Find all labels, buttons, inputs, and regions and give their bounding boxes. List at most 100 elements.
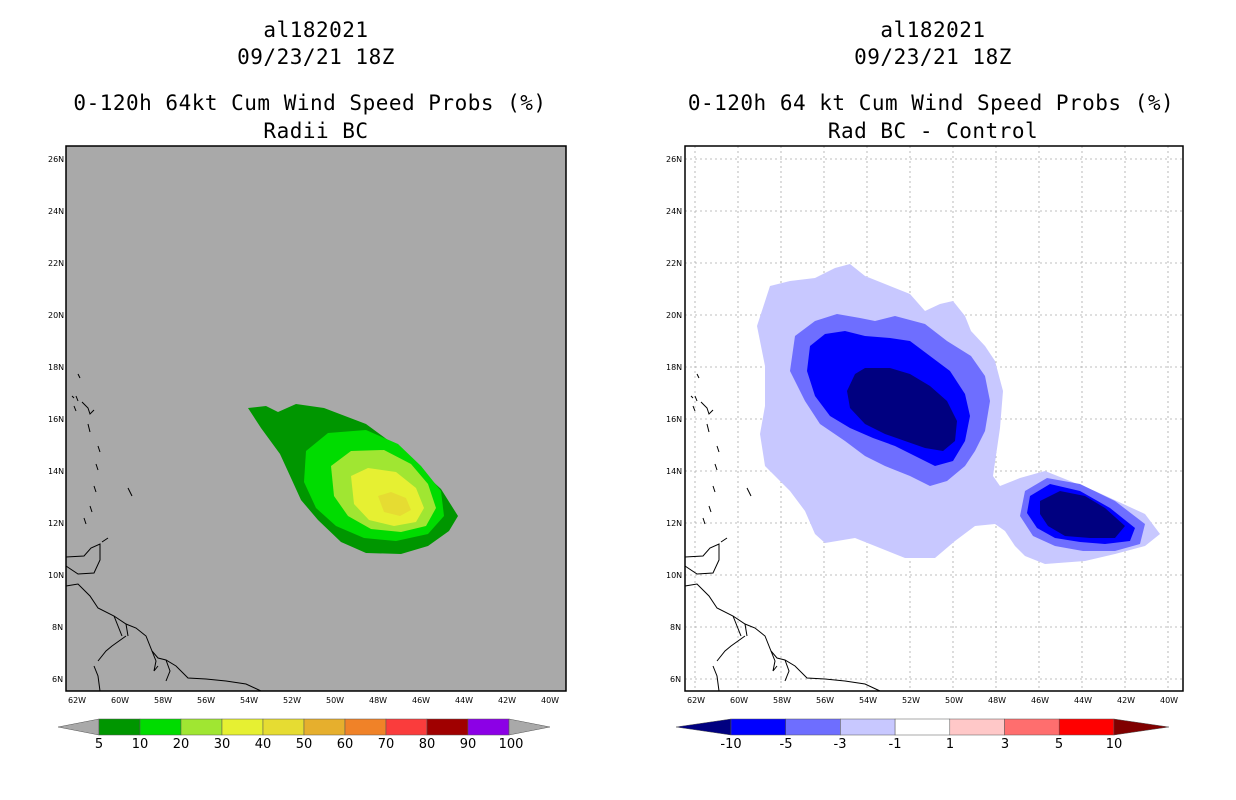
left-colorbar-label: 80 — [418, 737, 436, 752]
left-colorbar-label: 10 — [131, 737, 149, 752]
left-subtitle: Radii BC — [263, 119, 369, 143]
right-colorbar-label: 3 — [1000, 737, 1010, 752]
right-colorbar-end-high — [1113, 718, 1169, 736]
right-lat-label: 18N — [666, 363, 683, 372]
left-colorbar-segment — [426, 718, 469, 736]
right-lon-label: 40W — [1160, 696, 1179, 705]
left-colorbar-label: 30 — [213, 737, 231, 752]
left-lon-label: 50W — [326, 696, 345, 705]
right-lat-label: 16N — [666, 415, 683, 424]
left-lat-label: 22N — [48, 259, 65, 268]
right-lat-label: 12N — [666, 519, 683, 528]
contour-minus10 — [847, 368, 1125, 538]
right-colorbar-label: 5 — [1054, 737, 1064, 752]
right-lat-label: 24N — [666, 207, 683, 216]
left-colorbar-segment — [303, 718, 346, 736]
left-lat-label: 8N — [52, 623, 64, 632]
left-lon-label: 40W — [541, 696, 560, 705]
left-colorbar-segment — [385, 718, 428, 736]
left-lon-label: 56W — [197, 696, 216, 705]
right-lon-label: 48W — [988, 696, 1007, 705]
left-lat-label: 6N — [52, 675, 64, 684]
right-colorbar-segment — [785, 718, 841, 736]
left-lat-label: 16N — [48, 415, 65, 424]
right-colorbar-segment — [840, 718, 896, 736]
right-colorbar-label: 1 — [945, 737, 955, 752]
right-lon-label: 58W — [773, 696, 792, 705]
left-colorbar-label: 90 — [459, 737, 477, 752]
right-lat-label: 10N — [666, 571, 683, 580]
right-map — [684, 145, 1184, 692]
left-lon-label: 58W — [154, 696, 173, 705]
left-colorbar-segment — [139, 718, 182, 736]
right-colorbar-label: 10 — [1105, 737, 1123, 752]
right-lon-label: 62W — [687, 696, 706, 705]
right-lon-label: 54W — [859, 696, 878, 705]
left-lon-label: 60W — [111, 696, 130, 705]
left-lat-label: 24N — [48, 207, 65, 216]
left-storm-id: al182021 — [263, 18, 369, 42]
left-colorbar-segment — [262, 718, 305, 736]
right-lat-label: 6N — [670, 675, 682, 684]
left-lat-label: 14N — [48, 467, 65, 476]
left-lat-label: 18N — [48, 363, 65, 372]
right-diff-contours — [757, 264, 1160, 564]
right-colorbar-label: -10 — [720, 737, 742, 752]
left-lon-label: 54W — [240, 696, 259, 705]
right-subtitle: Rad BC - Control — [827, 119, 1039, 143]
right-lat-label: 8N — [670, 623, 682, 632]
right-colorbar-label: -3 — [833, 737, 847, 752]
right-datetime: 09/23/21 18Z — [854, 45, 1012, 69]
left-datetime: 09/23/21 18Z — [237, 45, 395, 69]
right-map-frame — [684, 145, 1184, 692]
left-lat-label: 20N — [48, 311, 65, 320]
left-prob-contours — [248, 404, 458, 554]
right-colorbar-segment — [949, 718, 1005, 736]
right-lon-label: 60W — [730, 696, 749, 705]
left-lat-label: 12N — [48, 519, 65, 528]
right-colorbar-label: -5 — [779, 737, 793, 752]
left-colorbar-label: 60 — [336, 737, 354, 752]
left-colorbar-end-high — [508, 718, 551, 736]
right-colorbar — [675, 718, 1169, 736]
left-lon-label: 46W — [412, 696, 431, 705]
right-coastlines — [684, 373, 881, 692]
left-map — [65, 145, 567, 692]
left-lon-label: 62W — [68, 696, 87, 705]
left-colorbar-end-low — [57, 718, 100, 736]
left-lat-label: 26N — [48, 155, 65, 164]
left-lon-label: 48W — [369, 696, 388, 705]
right-lat-label: 22N — [666, 259, 683, 268]
left-colorbar-label: 50 — [295, 737, 313, 752]
contour-40pct — [378, 492, 411, 516]
left-colorbar — [57, 718, 551, 736]
left-title: 0-120h 64kt Cum Wind Speed Probs (%) — [73, 91, 547, 115]
left-lon-label: 44W — [455, 696, 474, 705]
right-lon-label: 44W — [1074, 696, 1093, 705]
right-lon-label: 52W — [902, 696, 921, 705]
right-colorbar-label: -1 — [888, 737, 902, 752]
right-colorbar-end-low — [675, 718, 732, 736]
right-title: 0-120h 64 kt Cum Wind Speed Probs (%) — [687, 91, 1175, 115]
right-lon-label: 56W — [816, 696, 835, 705]
left-colorbar-label: 5 — [94, 737, 104, 752]
left-colorbar-segment — [180, 718, 223, 736]
right-lat-label: 14N — [666, 467, 683, 476]
left-colorbar-label: 70 — [377, 737, 395, 752]
right-colorbar-segment — [730, 718, 786, 736]
left-map-frame — [65, 145, 567, 692]
right-lon-label: 42W — [1117, 696, 1136, 705]
left-coastlines — [65, 373, 262, 692]
left-colorbar-label: 100 — [498, 737, 524, 752]
right-colorbar-segment — [894, 718, 951, 736]
left-colorbar-segment — [98, 718, 141, 736]
right-lon-label: 50W — [945, 696, 964, 705]
left-colorbar-segment — [467, 718, 510, 736]
left-colorbar-label: 20 — [172, 737, 190, 752]
right-storm-id: al182021 — [880, 18, 986, 42]
left-lon-label: 42W — [498, 696, 517, 705]
right-colorbar-segment — [1004, 718, 1060, 736]
left-colorbar-segment — [344, 718, 387, 736]
left-lat-label: 10N — [48, 571, 65, 580]
right-colorbar-segment — [1058, 718, 1115, 736]
